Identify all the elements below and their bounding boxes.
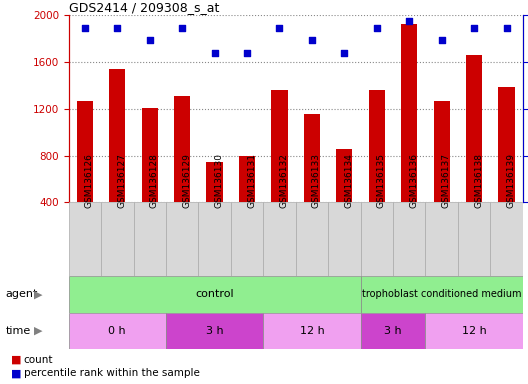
Bar — [174, 96, 190, 202]
Text: GSM136132: GSM136132 — [279, 154, 288, 209]
Bar — [458, 202, 491, 276]
Point — [113, 25, 121, 31]
Bar — [426, 202, 458, 276]
Bar — [199, 202, 231, 276]
Text: trophoblast conditioned medium: trophoblast conditioned medium — [362, 289, 521, 299]
Bar — [328, 202, 361, 276]
Bar — [369, 90, 385, 202]
Point — [340, 50, 348, 56]
Point — [243, 50, 251, 56]
Bar — [401, 23, 417, 202]
Text: GSM136135: GSM136135 — [377, 153, 386, 209]
Bar — [101, 202, 134, 276]
Bar — [498, 87, 515, 202]
Bar — [433, 101, 450, 202]
Bar — [69, 202, 101, 276]
Text: ■: ■ — [11, 355, 21, 365]
Bar — [77, 101, 93, 202]
Point — [178, 25, 186, 31]
Bar — [69, 276, 361, 313]
Text: GSM136138: GSM136138 — [474, 153, 483, 209]
Text: count: count — [24, 355, 53, 365]
Bar — [166, 202, 199, 276]
Bar — [296, 202, 328, 276]
Text: GDS2414 / 209308_s_at: GDS2414 / 209308_s_at — [69, 1, 219, 14]
Point — [81, 25, 89, 31]
Text: control: control — [195, 289, 234, 299]
Bar — [134, 202, 166, 276]
Text: 3 h: 3 h — [384, 326, 402, 336]
Text: GSM136136: GSM136136 — [409, 153, 418, 209]
Text: GSM136139: GSM136139 — [506, 153, 515, 209]
Text: GSM136137: GSM136137 — [441, 153, 450, 209]
Text: GSM136128: GSM136128 — [150, 154, 159, 209]
Point — [308, 36, 316, 43]
Text: GSM136133: GSM136133 — [312, 153, 321, 209]
Text: time: time — [5, 326, 31, 336]
Text: GSM136129: GSM136129 — [182, 154, 191, 209]
Bar — [231, 202, 263, 276]
Point — [502, 25, 511, 31]
Point — [373, 25, 381, 31]
Text: 0 h: 0 h — [108, 326, 126, 336]
Text: 12 h: 12 h — [299, 326, 324, 336]
Point — [275, 25, 284, 31]
Point — [437, 36, 446, 43]
Text: 3 h: 3 h — [206, 326, 223, 336]
Text: ▶: ▶ — [34, 289, 43, 299]
Bar — [491, 202, 523, 276]
Bar — [271, 90, 288, 202]
Text: percentile rank within the sample: percentile rank within the sample — [24, 368, 200, 378]
Bar — [361, 313, 426, 349]
Bar — [69, 313, 166, 349]
Bar — [426, 313, 523, 349]
Text: GSM136134: GSM136134 — [344, 154, 353, 209]
Text: ▶: ▶ — [34, 326, 43, 336]
Bar — [109, 69, 126, 202]
Bar — [361, 202, 393, 276]
Text: GSM136126: GSM136126 — [85, 154, 94, 209]
Bar — [263, 202, 296, 276]
Bar — [466, 55, 482, 202]
Bar — [166, 313, 263, 349]
Bar — [336, 149, 353, 202]
Bar — [239, 156, 255, 202]
Text: ■: ■ — [11, 368, 21, 378]
Bar — [263, 313, 361, 349]
Point — [146, 36, 154, 43]
Point — [210, 50, 219, 56]
Bar — [393, 202, 426, 276]
Point — [405, 18, 413, 24]
Text: 12 h: 12 h — [461, 326, 486, 336]
Text: GSM136130: GSM136130 — [214, 153, 223, 209]
Bar — [206, 162, 223, 202]
Text: GSM136127: GSM136127 — [117, 154, 126, 209]
Bar — [142, 108, 158, 202]
Point — [470, 25, 478, 31]
Bar — [361, 276, 523, 313]
Text: agent: agent — [5, 289, 37, 299]
Bar — [304, 114, 320, 202]
Text: GSM136131: GSM136131 — [247, 153, 256, 209]
